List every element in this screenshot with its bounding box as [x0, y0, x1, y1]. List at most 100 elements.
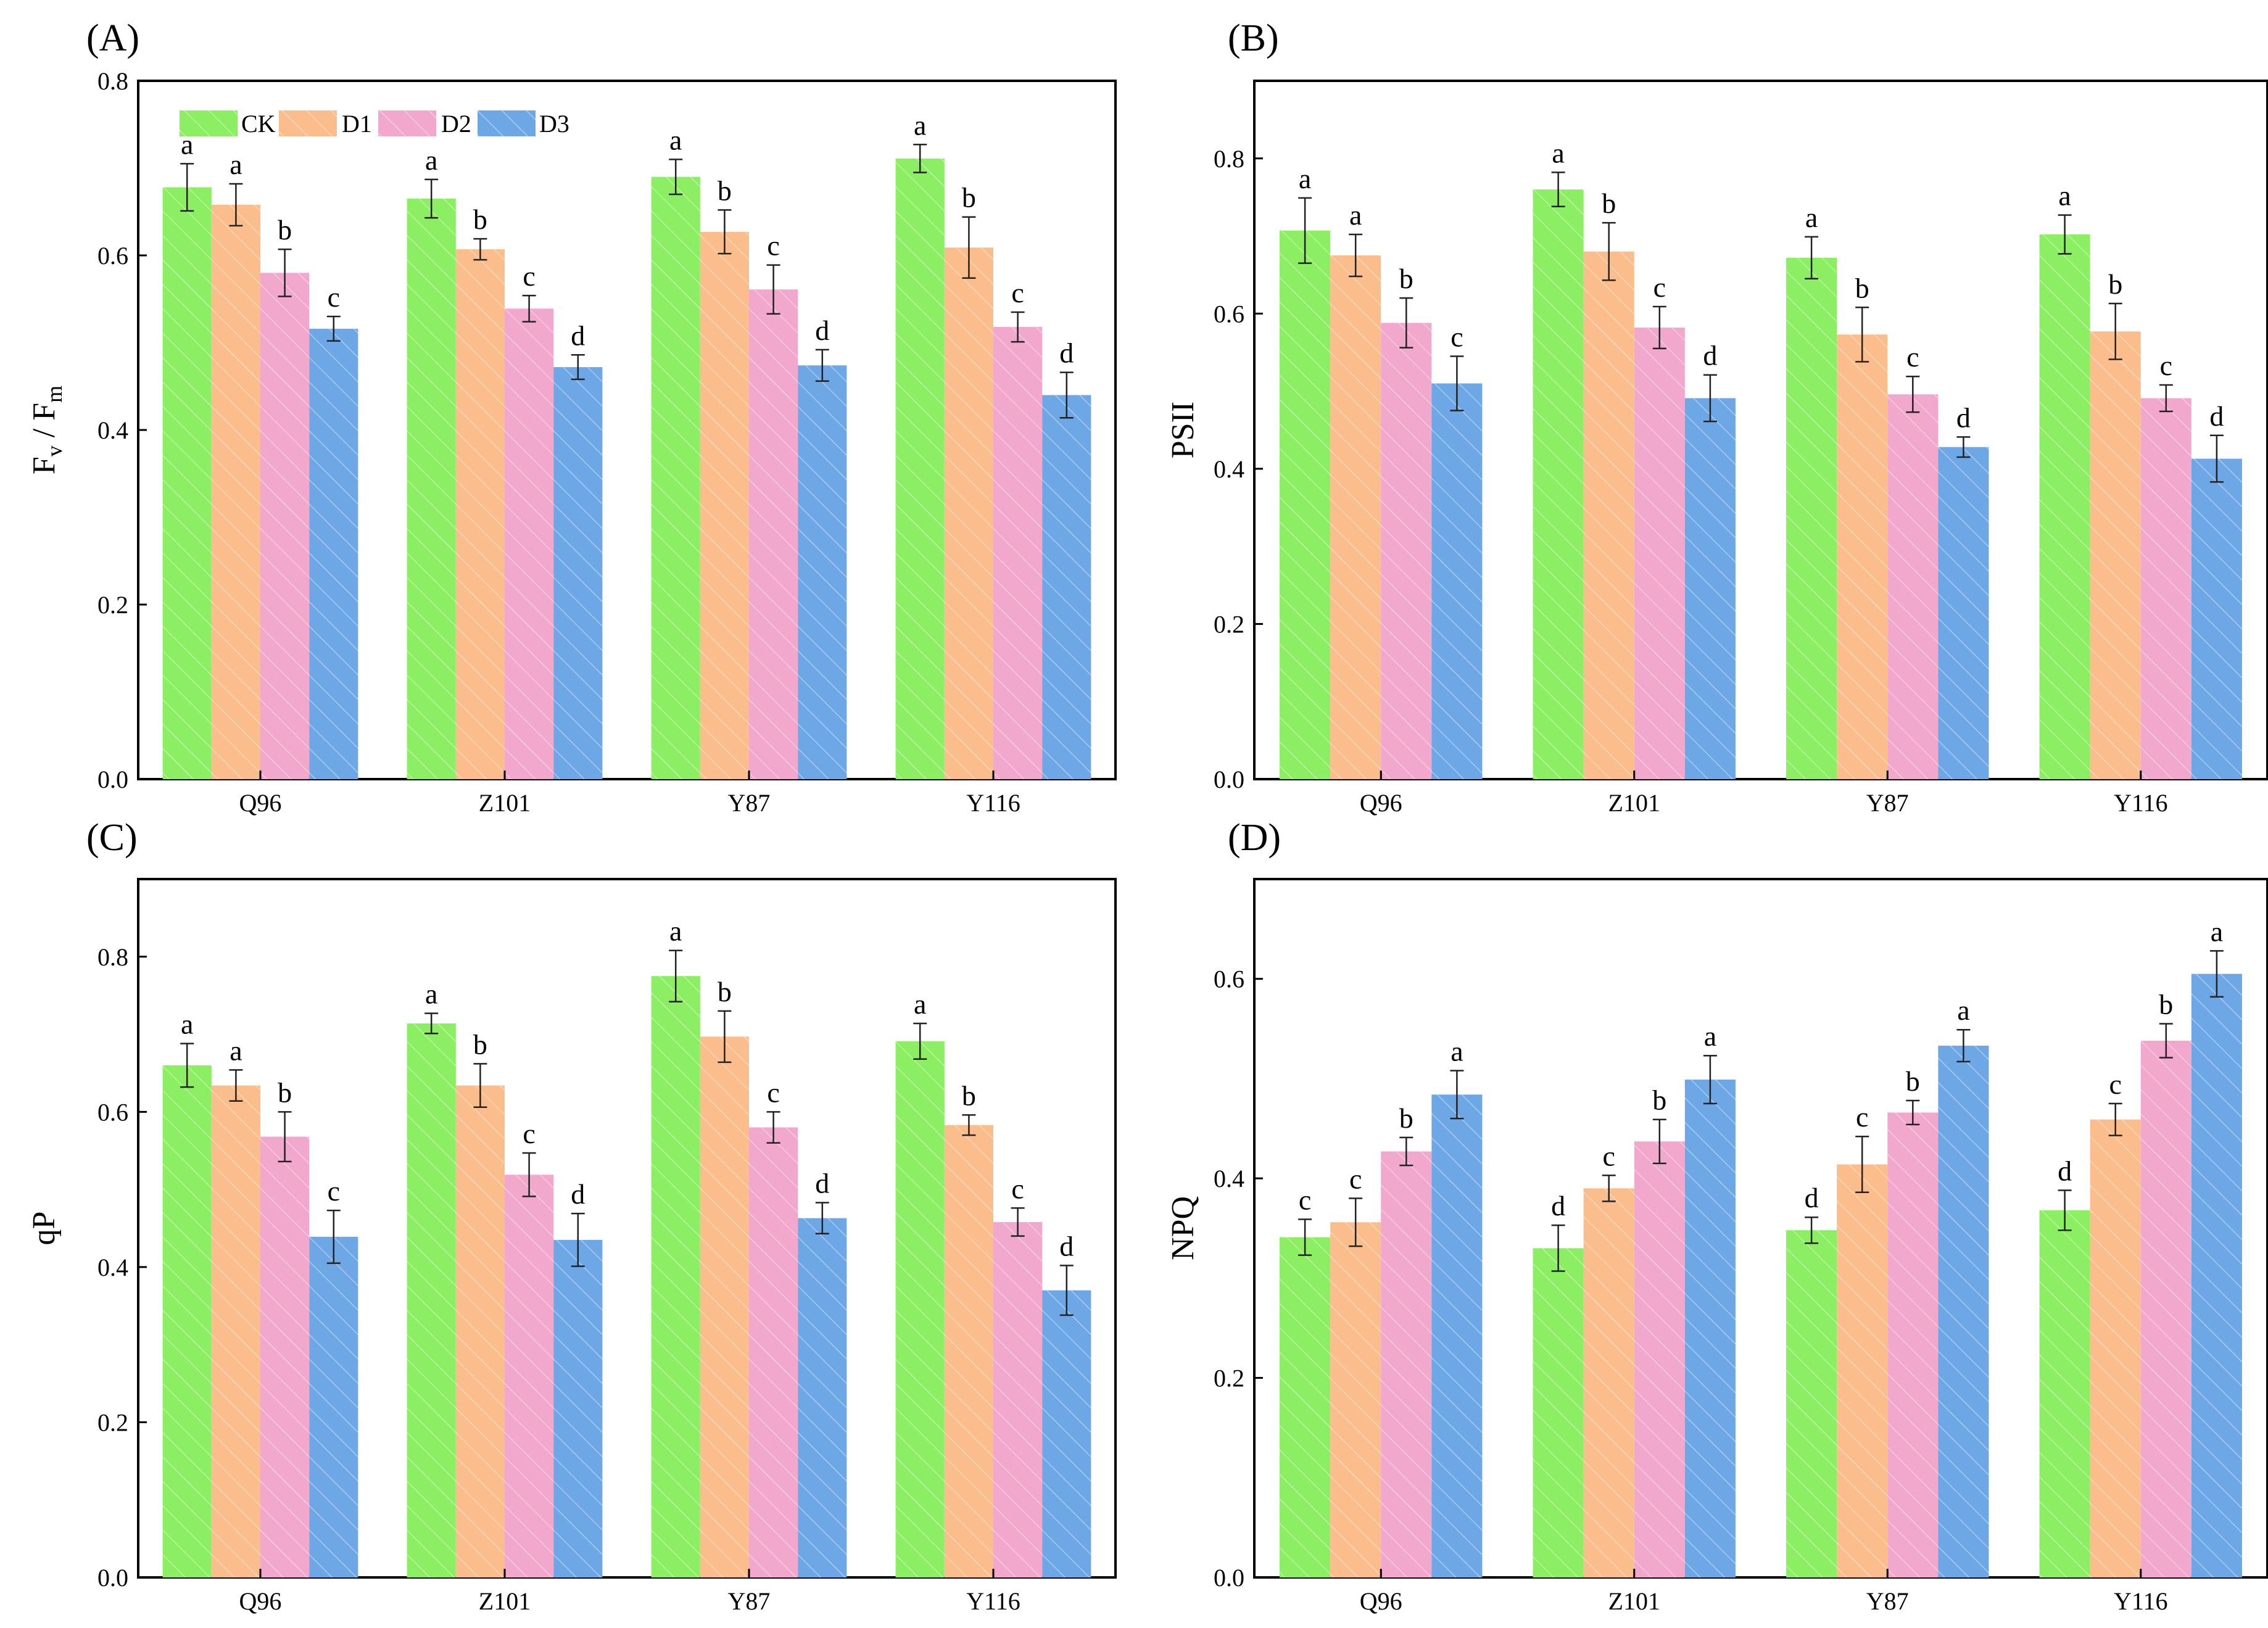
bar-hatch — [1381, 323, 1432, 779]
significance-label: c — [1653, 271, 1666, 303]
significance-label: b — [473, 204, 487, 235]
y-tick-label: 0.0 — [1214, 766, 1244, 793]
significance-label: a — [1451, 1035, 1463, 1067]
x-axis: Q96 Z101 Y87 Y116 — [239, 1569, 1020, 1615]
legend-label-ck: CK — [241, 110, 276, 138]
significance-label: b — [2108, 268, 2122, 300]
significance-label: d — [1551, 1190, 1565, 1221]
significance-label: b — [278, 1076, 292, 1108]
bar-hatch — [260, 273, 310, 779]
significance-label: b — [962, 182, 976, 213]
y-axis-label: NPQ — [1165, 1196, 1201, 1260]
significance-label: a — [425, 978, 437, 1010]
bar-hatch — [1887, 394, 1939, 779]
significance-label: a — [1349, 199, 1362, 231]
x-tick-label: Q96 — [239, 789, 282, 817]
y-tick-label: 0.2 — [97, 1408, 128, 1436]
significance-label: a — [425, 144, 437, 176]
bar-hatch — [749, 289, 798, 779]
bar-hatch — [1786, 257, 1837, 780]
bars-layer: a a b c a b c d a b c d a b c d — [162, 109, 1091, 780]
significance-label: a — [1805, 202, 1818, 233]
x-tick-label: Q96 — [1360, 1587, 1402, 1615]
significance-label: b — [1652, 1085, 1666, 1116]
bar-hatch — [798, 1218, 847, 1577]
bar-hatch — [162, 187, 212, 779]
bar-hatch — [749, 1127, 798, 1577]
significance-label: a — [2211, 915, 2223, 947]
significance-label: b — [1906, 1065, 1920, 1097]
significance-label: c — [328, 1175, 340, 1207]
significance-label: a — [1552, 137, 1564, 168]
significance-label: b — [473, 1028, 487, 1060]
bar-hatch — [260, 1136, 310, 1577]
significance-label: d — [571, 1178, 585, 1210]
significance-label: c — [767, 1076, 779, 1108]
bar-hatch — [2090, 1119, 2141, 1577]
significance-label: c — [1906, 341, 1919, 373]
significance-label: d — [571, 320, 585, 351]
significance-label: c — [1349, 1163, 1362, 1194]
bar-hatch — [895, 1041, 945, 1577]
significance-label: a — [1704, 1020, 1716, 1052]
x-tick-label: Y116 — [966, 789, 1020, 817]
x-tick-label: Y116 — [966, 1587, 1020, 1615]
x-tick-label: Q96 — [239, 1587, 282, 1615]
y-axis-label: Fv / Fm — [27, 386, 67, 474]
bar-hatch — [1330, 1222, 1381, 1577]
x-axis: Q96 Z101 Y87 Y116 — [1360, 771, 2167, 817]
bar-hatch — [1837, 1164, 1888, 1577]
significance-label: c — [1011, 1173, 1024, 1204]
plot-frame — [137, 878, 1117, 1579]
bars-layer: a a b c a b c d a b c d a b c d — [162, 915, 1091, 1577]
bars-layer: c c b a d c b a d c b a d c b a — [1280, 915, 2242, 1577]
x-axis: Q96 Z101 Y87 Y116 — [239, 771, 1020, 817]
y-tick-label: 0.6 — [1214, 300, 1244, 328]
significance-label: a — [181, 1009, 193, 1040]
legend-label-d1: D1 — [342, 110, 372, 138]
significance-label: c — [767, 230, 779, 262]
legend-label-d2: D2 — [441, 110, 471, 138]
significance-label: b — [962, 1080, 976, 1111]
x-tick-label: Z101 — [479, 789, 531, 817]
x-tick-label: Z101 — [1608, 789, 1660, 817]
y-tick-label: 0.0 — [1214, 1564, 1244, 1592]
bar-hatch — [1938, 1046, 1989, 1577]
significance-label: a — [669, 915, 682, 947]
x-tick-label: Z101 — [1608, 1587, 1660, 1615]
significance-label: b — [1399, 1102, 1413, 1134]
y-axis: 0.0 0.2 0.4 0.6 — [1214, 965, 1263, 1592]
x-tick-label: Y87 — [728, 789, 771, 817]
bar-hatch — [211, 204, 260, 779]
bar-hatch — [700, 231, 749, 779]
significance-label: c — [1451, 321, 1463, 353]
y-tick-label: 0.8 — [1214, 145, 1244, 173]
y-tick-label: 0.6 — [97, 242, 128, 270]
bar-hatch — [309, 1236, 358, 1577]
bar-hatch — [1280, 230, 1331, 779]
y-tick-label: 0.4 — [97, 1254, 128, 1281]
significance-label: b — [1602, 188, 1616, 219]
bar-hatch — [1634, 1141, 1685, 1577]
bar-hatch — [1042, 1290, 1091, 1577]
significance-label: c — [1299, 1184, 1311, 1215]
bar-hatch — [1887, 1112, 1939, 1577]
significance-label: c — [2109, 1068, 2121, 1100]
x-tick-label: Q96 — [1360, 789, 1402, 817]
bar-hatch — [553, 1239, 603, 1577]
significance-label: c — [523, 1118, 535, 1149]
significance-label: d — [2058, 1155, 2072, 1187]
bar-hatch — [1786, 1230, 1837, 1577]
panel-label: (D) — [1228, 817, 1281, 859]
significance-label: d — [1956, 402, 1971, 433]
significance-label: b — [718, 976, 732, 1007]
significance-label: a — [1299, 163, 1311, 194]
bar-hatch — [895, 158, 945, 779]
significance-label: b — [718, 175, 732, 206]
bar-hatch — [1431, 383, 1483, 779]
y-tick-label: 0.4 — [97, 416, 128, 444]
significance-label: a — [1957, 994, 1969, 1026]
bar-hatch — [505, 308, 554, 779]
bar-hatch — [1583, 1188, 1634, 1577]
plot-frame — [1253, 878, 2268, 1579]
